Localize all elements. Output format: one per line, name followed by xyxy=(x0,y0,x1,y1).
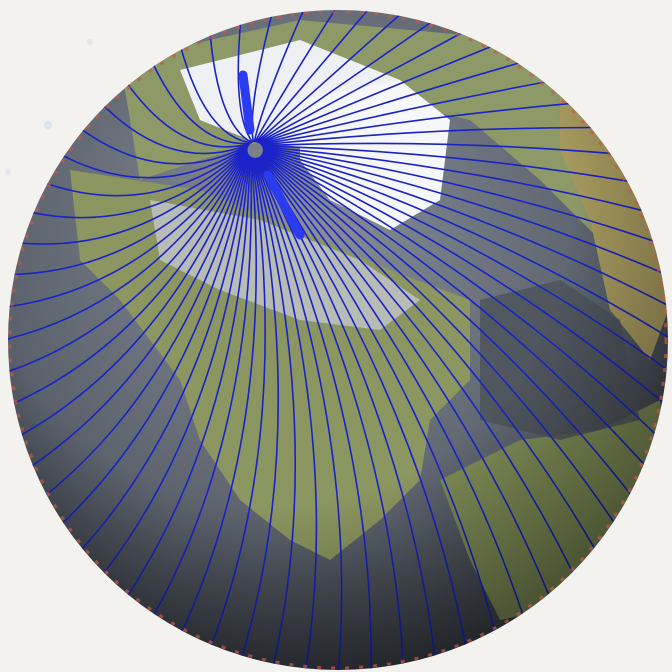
globe-shading xyxy=(8,10,668,670)
globe-rim xyxy=(8,10,668,670)
bubble xyxy=(44,121,52,129)
bubble xyxy=(87,39,93,45)
bubble xyxy=(5,169,11,175)
